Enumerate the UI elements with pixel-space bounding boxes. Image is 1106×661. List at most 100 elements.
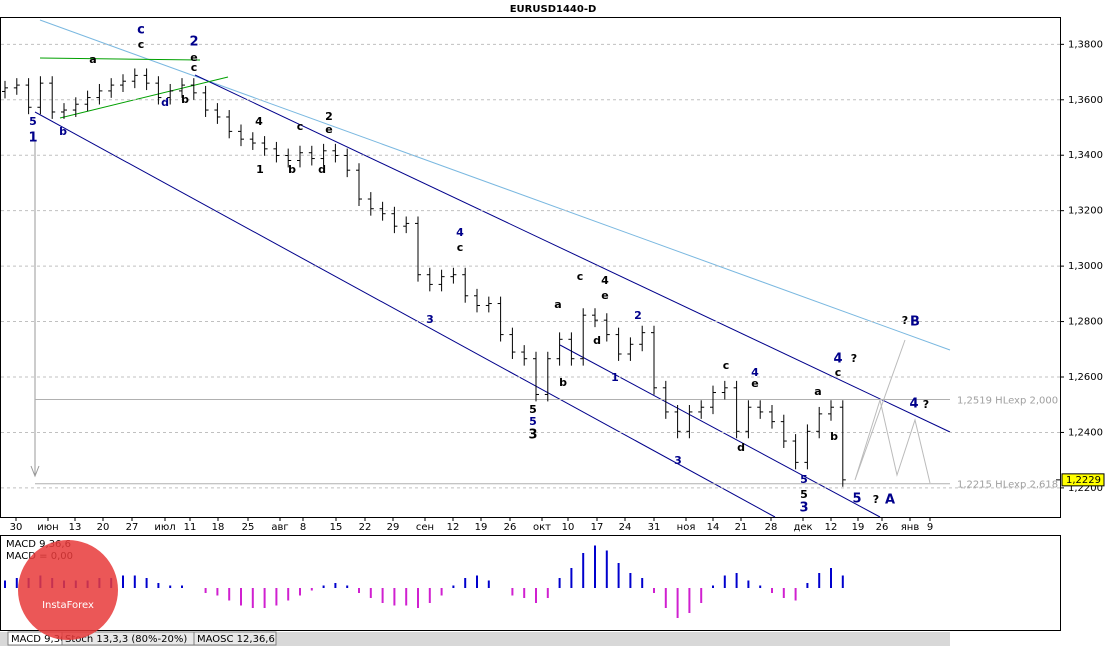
ohlc-bar bbox=[450, 267, 457, 284]
x-tick-label: 18 bbox=[212, 522, 225, 533]
wave-label: e bbox=[751, 377, 758, 390]
x-tick-label: дек bbox=[793, 522, 812, 533]
ohlc-bar bbox=[238, 124, 244, 147]
wave-label: e bbox=[190, 51, 197, 64]
wave-label: a bbox=[814, 385, 821, 398]
ohlc-bar bbox=[2, 80, 8, 99]
wave-label: e bbox=[601, 289, 608, 302]
wave-label: ? bbox=[851, 352, 857, 365]
tab[interactable] bbox=[193, 631, 277, 646]
ohlc-bar bbox=[190, 78, 197, 100]
ohlc-bar bbox=[710, 385, 716, 415]
ohlc-bar bbox=[757, 400, 764, 419]
ohlc-bar bbox=[13, 78, 20, 95]
wave-label: 5 bbox=[852, 492, 861, 507]
wave-label: 4 bbox=[751, 366, 759, 379]
macd-frame bbox=[0, 535, 1061, 631]
tab-label[interactable]: MACD 9,36,6 bbox=[11, 634, 76, 645]
wave-label: 3 bbox=[799, 501, 808, 516]
chart-title: EURUSD1440-D bbox=[510, 4, 597, 15]
channel-line bbox=[34, 111, 776, 518]
wave-label: 2 bbox=[189, 35, 198, 50]
tab-label[interactable]: MAOSC 12,36,6 bbox=[197, 634, 275, 645]
x-tick-label: 19 bbox=[852, 522, 865, 533]
x-tick-label: 17 bbox=[591, 522, 604, 533]
ohlc-bar bbox=[615, 327, 622, 361]
wave-label: B bbox=[910, 315, 920, 330]
wave-label: b bbox=[559, 376, 567, 389]
ohlc-bar bbox=[485, 296, 492, 313]
ohlc-bar bbox=[592, 308, 598, 328]
x-tick-label: 26 bbox=[504, 522, 517, 533]
ohlc-bar bbox=[497, 296, 504, 342]
green-line bbox=[59, 76, 229, 119]
ohlc-bar bbox=[521, 345, 528, 366]
x-tick-label: 24 bbox=[619, 522, 632, 533]
x-tick-label: 20 bbox=[97, 522, 110, 533]
ohlc-bar bbox=[816, 406, 823, 439]
ohlc-bar bbox=[356, 163, 362, 206]
ohlc-bar bbox=[72, 97, 79, 117]
x-tick-label: 9 bbox=[927, 522, 933, 533]
x-tick-label: 30 bbox=[10, 522, 23, 533]
ohlc-bar bbox=[474, 288, 480, 313]
x-tick-label: 14 bbox=[707, 522, 720, 533]
wave-label: A bbox=[885, 493, 895, 508]
ohlc-bar bbox=[61, 103, 67, 119]
ohlc-bar bbox=[226, 110, 233, 139]
wave-label: c bbox=[577, 270, 584, 283]
wave-label: a bbox=[554, 298, 561, 311]
drawings bbox=[30, 19, 951, 518]
ohlc-bar bbox=[25, 78, 32, 115]
x-tick-label: 12 bbox=[447, 522, 460, 533]
ohlc-bar bbox=[426, 267, 433, 292]
green-line bbox=[39, 57, 201, 61]
x-tick-label: 26 bbox=[876, 522, 889, 533]
ohlc-bar bbox=[344, 148, 351, 178]
x-tick-label: 27 bbox=[126, 522, 139, 533]
ohlc-bar bbox=[155, 76, 162, 105]
wave-label: d bbox=[318, 163, 326, 176]
ohlc-bar bbox=[202, 85, 209, 117]
wave-label: c bbox=[138, 38, 145, 51]
wave-label: b bbox=[830, 430, 838, 443]
channel-line bbox=[194, 74, 951, 433]
ohlc-bar bbox=[332, 143, 339, 163]
ohlc-bar bbox=[367, 192, 374, 216]
wave-label: 1 bbox=[256, 163, 264, 176]
ohlc-bar bbox=[580, 308, 587, 366]
wave-label: 3 bbox=[426, 313, 434, 326]
wave-label: 2 bbox=[634, 309, 642, 322]
x-tick-label: июл bbox=[154, 522, 175, 533]
wave-label: c bbox=[723, 359, 730, 372]
price-frame bbox=[0, 17, 1061, 518]
ohlc-bar bbox=[627, 337, 634, 361]
ohlc-bar bbox=[792, 434, 799, 470]
trend-line bbox=[39, 19, 951, 351]
x-tick-label: 13 bbox=[69, 522, 82, 533]
last-price-box bbox=[1061, 473, 1105, 487]
ohlc-bar bbox=[261, 136, 268, 156]
x-tick-label: июн bbox=[37, 522, 58, 533]
ohlc-bar bbox=[804, 424, 811, 470]
ohlc-bar bbox=[273, 141, 280, 163]
wave-label: c bbox=[137, 23, 145, 38]
tab-label[interactable]: Stoch 13,3,3 (80%-20%) bbox=[65, 634, 187, 645]
ohlc-bar bbox=[249, 132, 256, 150]
ohlc-bar bbox=[415, 216, 421, 282]
x-tick-label: авг bbox=[271, 522, 288, 533]
x-tick-label: 28 bbox=[765, 522, 778, 533]
ohlc-bar bbox=[651, 325, 657, 395]
watermark-text: InstaForex bbox=[42, 600, 94, 611]
y-tick-label: 1,3200 bbox=[1068, 206, 1103, 217]
wave-label: ? bbox=[873, 493, 879, 506]
ohlc-bar bbox=[308, 145, 315, 166]
y-tick-label: 1,3600 bbox=[1068, 95, 1103, 106]
wave-label: b bbox=[181, 93, 189, 106]
x-tick-label: ноя bbox=[677, 522, 696, 533]
wave-label: a bbox=[89, 53, 96, 66]
ohlc-bar bbox=[686, 405, 693, 439]
